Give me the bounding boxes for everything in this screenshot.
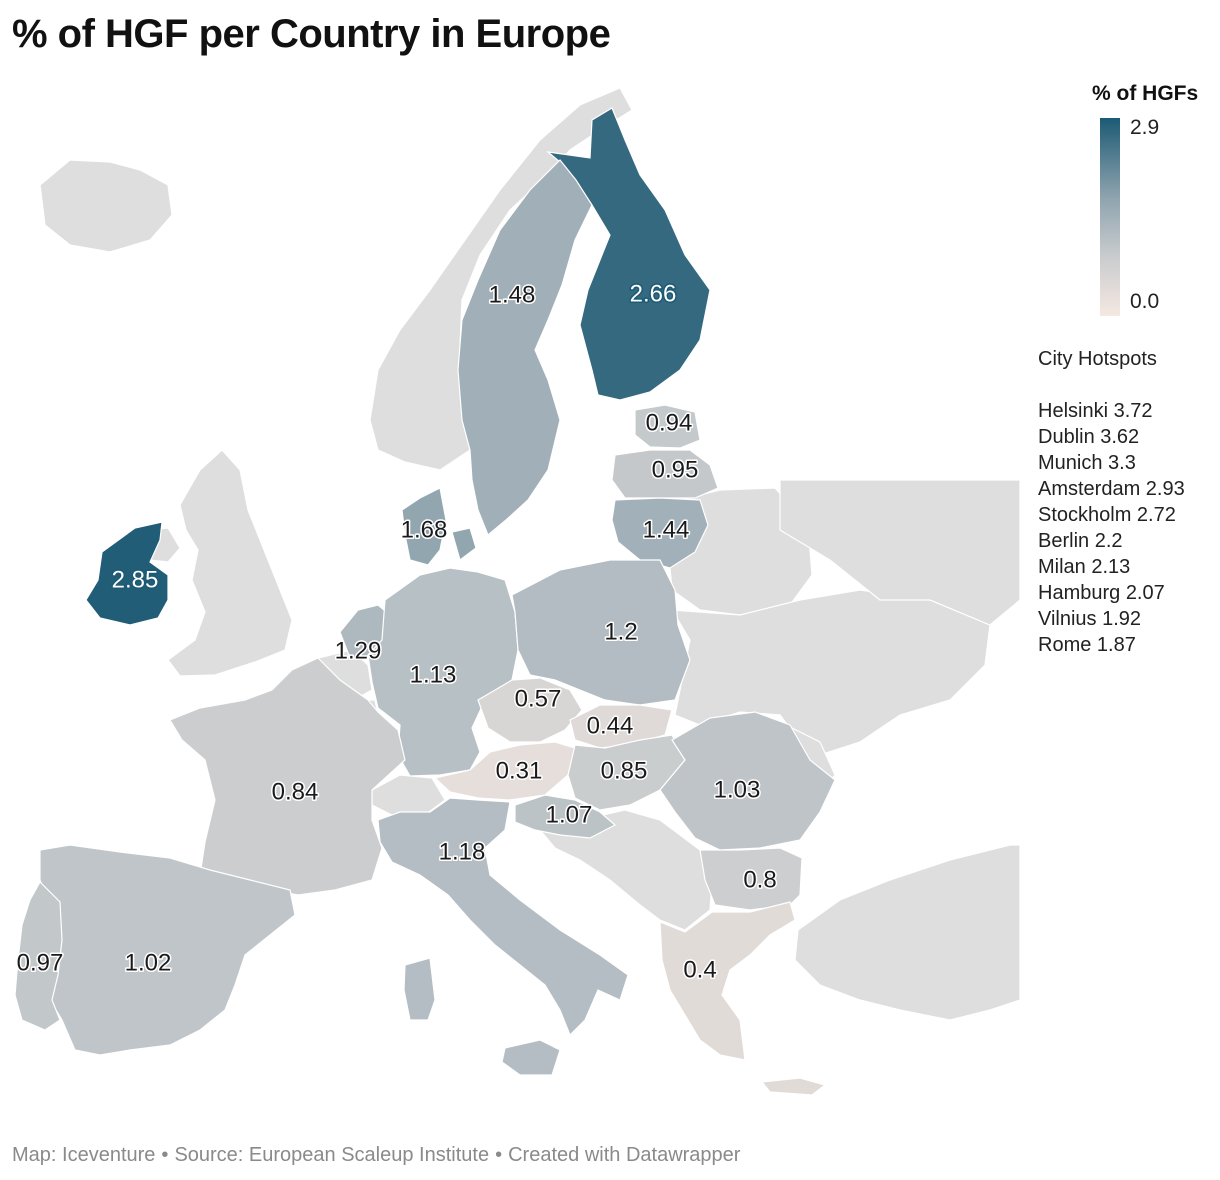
- hotspot-item: Milan 2.13: [1038, 556, 1131, 578]
- europe-map: 2.66 2.85 1.48 1.68 0.94 0.95 1.44 1.29 1.13 1.2 0…: [14, 87, 1021, 1096]
- portugal-value-label: 0.97: [17, 949, 64, 976]
- legend-min-label: 0.0: [1130, 290, 1160, 313]
- hotspot-item: Munich 3.3: [1038, 452, 1136, 474]
- estonia-shape[interactable]: [634, 404, 701, 449]
- footer-source: Source: European Scaleup Institute: [174, 1144, 490, 1166]
- netherlands-value-label: 1.29: [335, 637, 382, 664]
- hotspot-item: Helsinki 3.72: [1038, 400, 1153, 422]
- chart-title: % of HGF per Country in Europe: [12, 12, 611, 56]
- sweden-shape[interactable]: [457, 159, 593, 536]
- russia-west-shape[interactable]: [779, 479, 1021, 626]
- estonia-value-label: 0.94: [646, 409, 693, 436]
- slovenia-croatia-shape[interactable]: [514, 794, 617, 839]
- ireland-value-label: 2.85: [112, 566, 159, 593]
- hotspot-item: Hamburg 2.07: [1038, 582, 1165, 604]
- czechia-value-label: 0.57: [515, 685, 562, 712]
- greece-value-label: 0.4: [683, 956, 716, 983]
- country-labels: 2.66 2.85 1.48 1.68 0.94 0.95 1.44 1.29 1.13 1.2 0…: [15, 279, 778, 985]
- germany-shape[interactable]: [367, 567, 519, 777]
- iceland-shape[interactable]: [39, 159, 173, 253]
- portugal-shape[interactable]: [14, 881, 63, 1031]
- bulgaria-value-label: 0.8: [743, 866, 776, 893]
- hotspot-item: Stockholm 2.72: [1038, 504, 1176, 526]
- latvia-value-label: 0.95: [652, 456, 699, 483]
- poland-value-label: 1.2: [604, 618, 637, 645]
- greece-shape[interactable]: [659, 901, 827, 1096]
- uk-shape[interactable]: [167, 449, 293, 677]
- hungary-value-label: 0.85: [601, 757, 648, 784]
- hotspot-item: Dublin 3.62: [1038, 426, 1140, 448]
- turkey-shape[interactable]: [794, 844, 1021, 1021]
- latvia-shape[interactable]: [611, 449, 719, 499]
- slovakia-value-label: 0.44: [587, 712, 634, 739]
- romania-value-label: 1.03: [714, 776, 761, 803]
- city-hotspots: City Hotspots Helsinki 3.72 Dublin 3.62 …: [1038, 346, 1185, 658]
- data-countries: [14, 107, 836, 1096]
- hotspot-item: Rome 1.87: [1038, 634, 1136, 656]
- poland-shape[interactable]: [511, 559, 691, 706]
- hotspot-item: Berlin 2.2: [1038, 530, 1123, 552]
- balkans-shape[interactable]: [538, 809, 713, 931]
- footer-separator: •: [495, 1144, 503, 1166]
- france-value-label: 0.84: [272, 778, 319, 805]
- footer-created: Created with Datawrapper: [508, 1144, 741, 1166]
- finland-shape[interactable]: [545, 107, 711, 401]
- footer-map-credit: Map: Iceventure: [12, 1144, 156, 1166]
- germany-value-label: 1.13: [410, 661, 457, 688]
- legend-title: % of HGFs: [1092, 82, 1199, 105]
- hotspot-item: Amsterdam 2.93: [1038, 478, 1185, 500]
- legend-gradient-bar: [1100, 118, 1120, 316]
- lithuania-shape[interactable]: [611, 497, 709, 569]
- color-legend: % of HGFs 2.9 0.0: [1092, 82, 1212, 316]
- finland-value-label: 2.66: [630, 280, 677, 307]
- italy-value-label: 1.18: [439, 838, 486, 865]
- slovenia-value-label: 1.07: [546, 801, 593, 828]
- ireland-shape[interactable]: [85, 521, 169, 626]
- legend-max-label: 2.9: [1130, 116, 1160, 139]
- sweden-value-label: 1.48: [489, 281, 536, 308]
- bulgaria-shape[interactable]: [699, 847, 803, 911]
- ukraine-shape[interactable]: [670, 589, 991, 756]
- spain-value-label: 1.02: [125, 949, 172, 976]
- denmark-value-label: 1.68: [401, 516, 448, 543]
- hotspots-heading: City Hotspots: [1038, 348, 1157, 370]
- lithuania-value-label: 1.44: [643, 516, 690, 543]
- france-shape[interactable]: [169, 657, 406, 896]
- switzerland-shape[interactable]: [371, 774, 446, 816]
- slovakia-shape[interactable]: [569, 704, 673, 749]
- footer-credits: Map: Iceventure • Source: European Scaleup…: [12, 1144, 740, 1167]
- hotspot-item: Vilnius 1.92: [1038, 608, 1142, 630]
- denmark-shape[interactable]: [401, 487, 477, 566]
- italy-shape[interactable]: [377, 797, 629, 1076]
- romania-shape[interactable]: [659, 711, 836, 851]
- austria-value-label: 0.31: [496, 757, 543, 784]
- footer-separator: •: [161, 1144, 169, 1166]
- norway-shape[interactable]: [369, 87, 633, 471]
